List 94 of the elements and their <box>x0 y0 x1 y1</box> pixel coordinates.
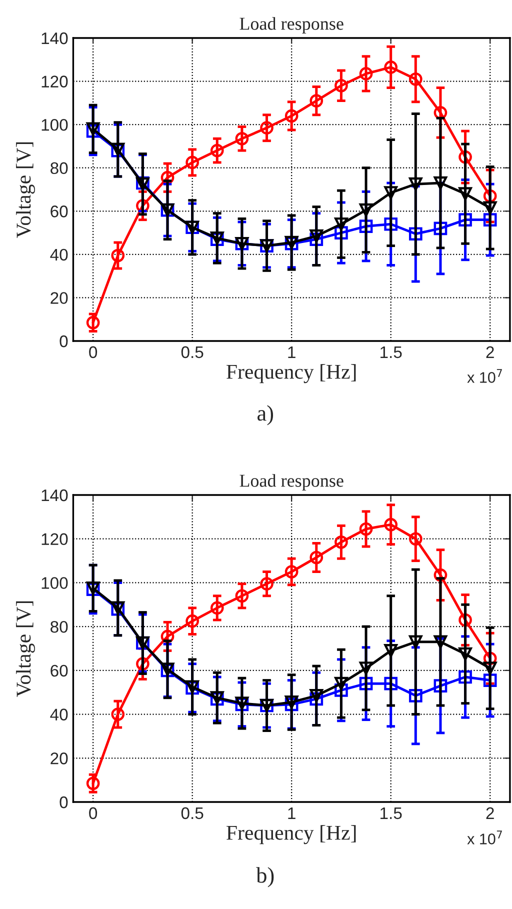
y-tick-label: 100 <box>42 577 68 589</box>
y-tick-label: 40 <box>50 708 68 720</box>
point <box>384 217 398 231</box>
y-axis-title: Voltage [V] <box>16 142 35 238</box>
x-tick-label: 0.5 <box>181 807 204 820</box>
text: x 10$^{7}$ <box>467 830 502 844</box>
point <box>434 679 448 692</box>
chart-title: Load response <box>240 474 344 491</box>
point <box>359 662 373 675</box>
x-tick-label: 1 <box>288 807 296 819</box>
point <box>186 614 199 628</box>
point <box>408 227 422 241</box>
text: a) <box>258 405 274 426</box>
x-axis-title: Frequency [Hz] <box>226 364 356 384</box>
x-tick-label: 2 <box>486 807 494 819</box>
point <box>359 676 373 690</box>
x-tick-label: 0 <box>89 346 98 358</box>
point <box>284 565 298 578</box>
point <box>384 518 398 532</box>
point <box>458 187 472 200</box>
point <box>408 532 422 546</box>
point <box>384 60 398 74</box>
point <box>359 67 373 80</box>
point <box>284 109 298 123</box>
point <box>408 72 422 86</box>
y-tick-label: 120 <box>42 533 68 546</box>
point <box>86 316 100 330</box>
x-tick-label: 0 <box>89 807 98 820</box>
chart-title: Load response <box>240 17 344 34</box>
point <box>359 522 373 536</box>
x-tick-label: 0.5 <box>181 346 204 358</box>
x-tick-label: 1 <box>288 346 296 358</box>
point <box>310 232 324 246</box>
point <box>384 644 398 658</box>
point <box>310 94 324 108</box>
point <box>334 535 348 549</box>
point <box>260 121 274 134</box>
y-tick-label: 120 <box>42 76 68 88</box>
point <box>384 186 398 200</box>
point <box>334 684 348 697</box>
x-tick-label: 1.5 <box>380 807 402 820</box>
y-tick-label: 100 <box>42 118 68 131</box>
point <box>334 78 348 92</box>
y-tick-label: 0 <box>60 335 68 348</box>
point <box>458 150 472 164</box>
point <box>408 177 422 191</box>
y-tick-label: 140 <box>42 32 68 44</box>
point <box>334 226 348 240</box>
point <box>210 144 224 158</box>
point <box>334 217 348 231</box>
point <box>483 662 497 675</box>
point <box>310 550 324 564</box>
point <box>111 708 125 721</box>
y-tick-label: 60 <box>50 664 68 677</box>
y-tick-label: 140 <box>42 489 68 502</box>
y-axis-title: Voltage [V] <box>16 601 35 697</box>
y-tick-label: 60 <box>50 206 68 218</box>
point <box>483 201 497 215</box>
point <box>186 156 199 170</box>
x-axis-title: Frequency [Hz] <box>226 825 356 844</box>
point <box>210 601 224 615</box>
y-tick-label: 40 <box>50 248 68 261</box>
point <box>86 776 100 790</box>
y-tick-label: 0 <box>60 796 68 808</box>
point <box>483 189 497 203</box>
point <box>310 688 324 702</box>
point <box>235 589 249 603</box>
point <box>458 213 472 226</box>
point <box>235 132 249 146</box>
point <box>458 613 472 627</box>
y-tick-label: 20 <box>50 752 68 764</box>
point <box>384 676 398 690</box>
point <box>408 688 422 702</box>
text: b) <box>256 867 274 888</box>
point <box>359 220 373 233</box>
point <box>434 176 448 190</box>
point <box>334 676 348 690</box>
point <box>310 692 324 706</box>
point <box>434 222 448 236</box>
point <box>458 647 472 661</box>
x-tick-label: 2 <box>486 346 494 358</box>
point <box>359 203 373 217</box>
y-tick-label: 80 <box>50 162 68 174</box>
point <box>483 652 497 666</box>
point <box>310 229 324 243</box>
y-tick-label: 80 <box>50 620 68 633</box>
point <box>260 577 274 590</box>
point <box>458 670 472 684</box>
point <box>284 696 298 709</box>
point <box>111 248 125 262</box>
x-tick-label: 1.5 <box>380 346 402 358</box>
y-tick-label: 20 <box>50 292 68 304</box>
point <box>483 213 497 226</box>
text: x 10$^{7}$ <box>467 369 502 383</box>
